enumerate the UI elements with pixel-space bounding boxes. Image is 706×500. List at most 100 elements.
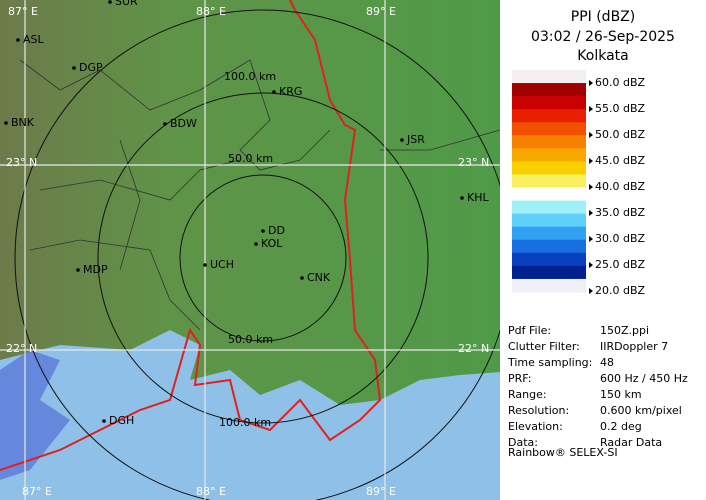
legend-swatch (512, 252, 586, 267)
map: 87° E 88° E 89° E 23° N 23° N 22° N 22° N 87° E… (0, 0, 512, 500)
place-dot (4, 121, 8, 125)
ring-50 (179, 174, 347, 342)
place-dot (72, 66, 76, 70)
place-label: SUR (115, 0, 138, 8)
legend-label: 55.0 dBZ (595, 102, 646, 115)
legend-swatch (512, 278, 586, 293)
legend-pointer (589, 236, 593, 242)
grid-label: 23° N (6, 156, 37, 169)
grid-label: 88° E (196, 5, 226, 18)
info-key: PRF: (508, 372, 531, 385)
legend-pointer (589, 158, 593, 164)
legend-swatch (512, 265, 586, 280)
legend-swatch (512, 161, 586, 175)
info-key: Resolution: (508, 404, 569, 417)
grid-label: 22° N (6, 342, 37, 355)
rain-echo (0, 350, 70, 480)
legend-swatch (512, 109, 586, 123)
district-borders (19, 59, 501, 331)
legend-pointer (589, 262, 593, 268)
place-label: BDW (170, 117, 197, 130)
info-value: 150 km (600, 388, 642, 401)
grid-label: 89° E (366, 485, 396, 498)
graticule (0, 0, 500, 500)
legend-label: 35.0 dBZ (595, 206, 646, 219)
site: Kolkata (577, 48, 628, 64)
place-dot (400, 138, 404, 142)
legend-label: 60.0 dBZ (595, 76, 646, 89)
place-label: CNK (307, 271, 331, 284)
info-key: Data: (508, 436, 538, 449)
grid-label: 87° E (22, 485, 52, 498)
place-label: BNK (11, 116, 35, 129)
place-dot (460, 196, 464, 200)
info-key: Pdf File: (508, 324, 551, 337)
legend-swatch (512, 122, 586, 136)
place-dot (102, 419, 106, 423)
legend-label: 50.0 dBZ (595, 128, 646, 141)
grid-label: 88° E (196, 485, 226, 498)
legend-swatch (512, 213, 586, 228)
side-panel: PPI (dBZ) 03:02 / 26-Sep-2025 Kolkata Ra… (500, 0, 706, 500)
legend-swatch (512, 70, 586, 84)
place-label: UCH (210, 258, 234, 271)
legend-pointer (589, 80, 593, 86)
ring-label: 100.0 km (224, 70, 276, 83)
info-key: Time sampling: (507, 356, 592, 369)
ring-100 (97, 92, 429, 424)
sea (0, 330, 500, 500)
info-value: IIRDoppler 7 (600, 340, 668, 353)
legend-label: 30.0 dBZ (595, 232, 646, 245)
grid-label: 89° E (366, 5, 396, 18)
place-dot (272, 90, 276, 94)
place-label: JSR (406, 133, 425, 146)
place-label: KRG (279, 85, 302, 98)
info-value: 0.600 km/pixel (600, 404, 682, 417)
footer: Rainbow® SELEX-SI (508, 446, 618, 459)
info-key: Clutter Filter: (508, 340, 580, 353)
map-labels: 87° E 88° E 89° E 23° N 23° N 22° N 22° N 87° E… (4, 0, 489, 498)
legend-pointer (589, 184, 593, 190)
place-dot (16, 38, 20, 42)
title: PPI (dBZ) (571, 9, 635, 25)
place-label: MDP (83, 263, 108, 276)
place-dot (261, 229, 265, 233)
info-value: 48 (600, 356, 614, 369)
legend-pointer (589, 106, 593, 112)
legend-swatch (512, 174, 586, 189)
legend-swatch (512, 239, 586, 254)
legend-label: 45.0 dBZ (595, 154, 646, 167)
legend-swatch (512, 226, 586, 241)
grid-label: 22° N (458, 342, 489, 355)
place-label: KOL (261, 237, 283, 250)
place-label: ASL (23, 33, 45, 46)
place-dot (108, 0, 112, 4)
legend-pointer (589, 132, 593, 138)
legend-swatch (512, 83, 586, 97)
place-label: DD (268, 224, 285, 237)
info-value: 150Z.ppi (600, 324, 649, 337)
place-dot (254, 242, 258, 246)
place-dot (76, 268, 80, 272)
legend-swatch (512, 200, 586, 215)
grid-label: 87° E (8, 5, 38, 18)
info-value: Radar Data (600, 436, 662, 449)
info-key: Elevation: (508, 420, 563, 433)
grid-label: 23° N (458, 156, 489, 169)
place-label: DGP (79, 61, 103, 74)
ring-label: 50.0 km (228, 333, 273, 346)
info-value: 0.2 deg (600, 420, 642, 433)
coast-border (0, 0, 382, 471)
info-key: Range: (508, 388, 547, 401)
legend-label: 25.0 dBZ (595, 258, 646, 271)
legend-pointer (589, 288, 593, 294)
timestamp: 03:02 / 26-Sep-2025 (531, 29, 675, 45)
place-dot (203, 263, 207, 267)
place-label: DGH (109, 414, 134, 427)
legend-swatch (512, 135, 586, 149)
legend-label: 40.0 dBZ (595, 180, 646, 193)
ring-label: 100.0 km (219, 416, 271, 429)
legend-pointer (589, 210, 593, 216)
